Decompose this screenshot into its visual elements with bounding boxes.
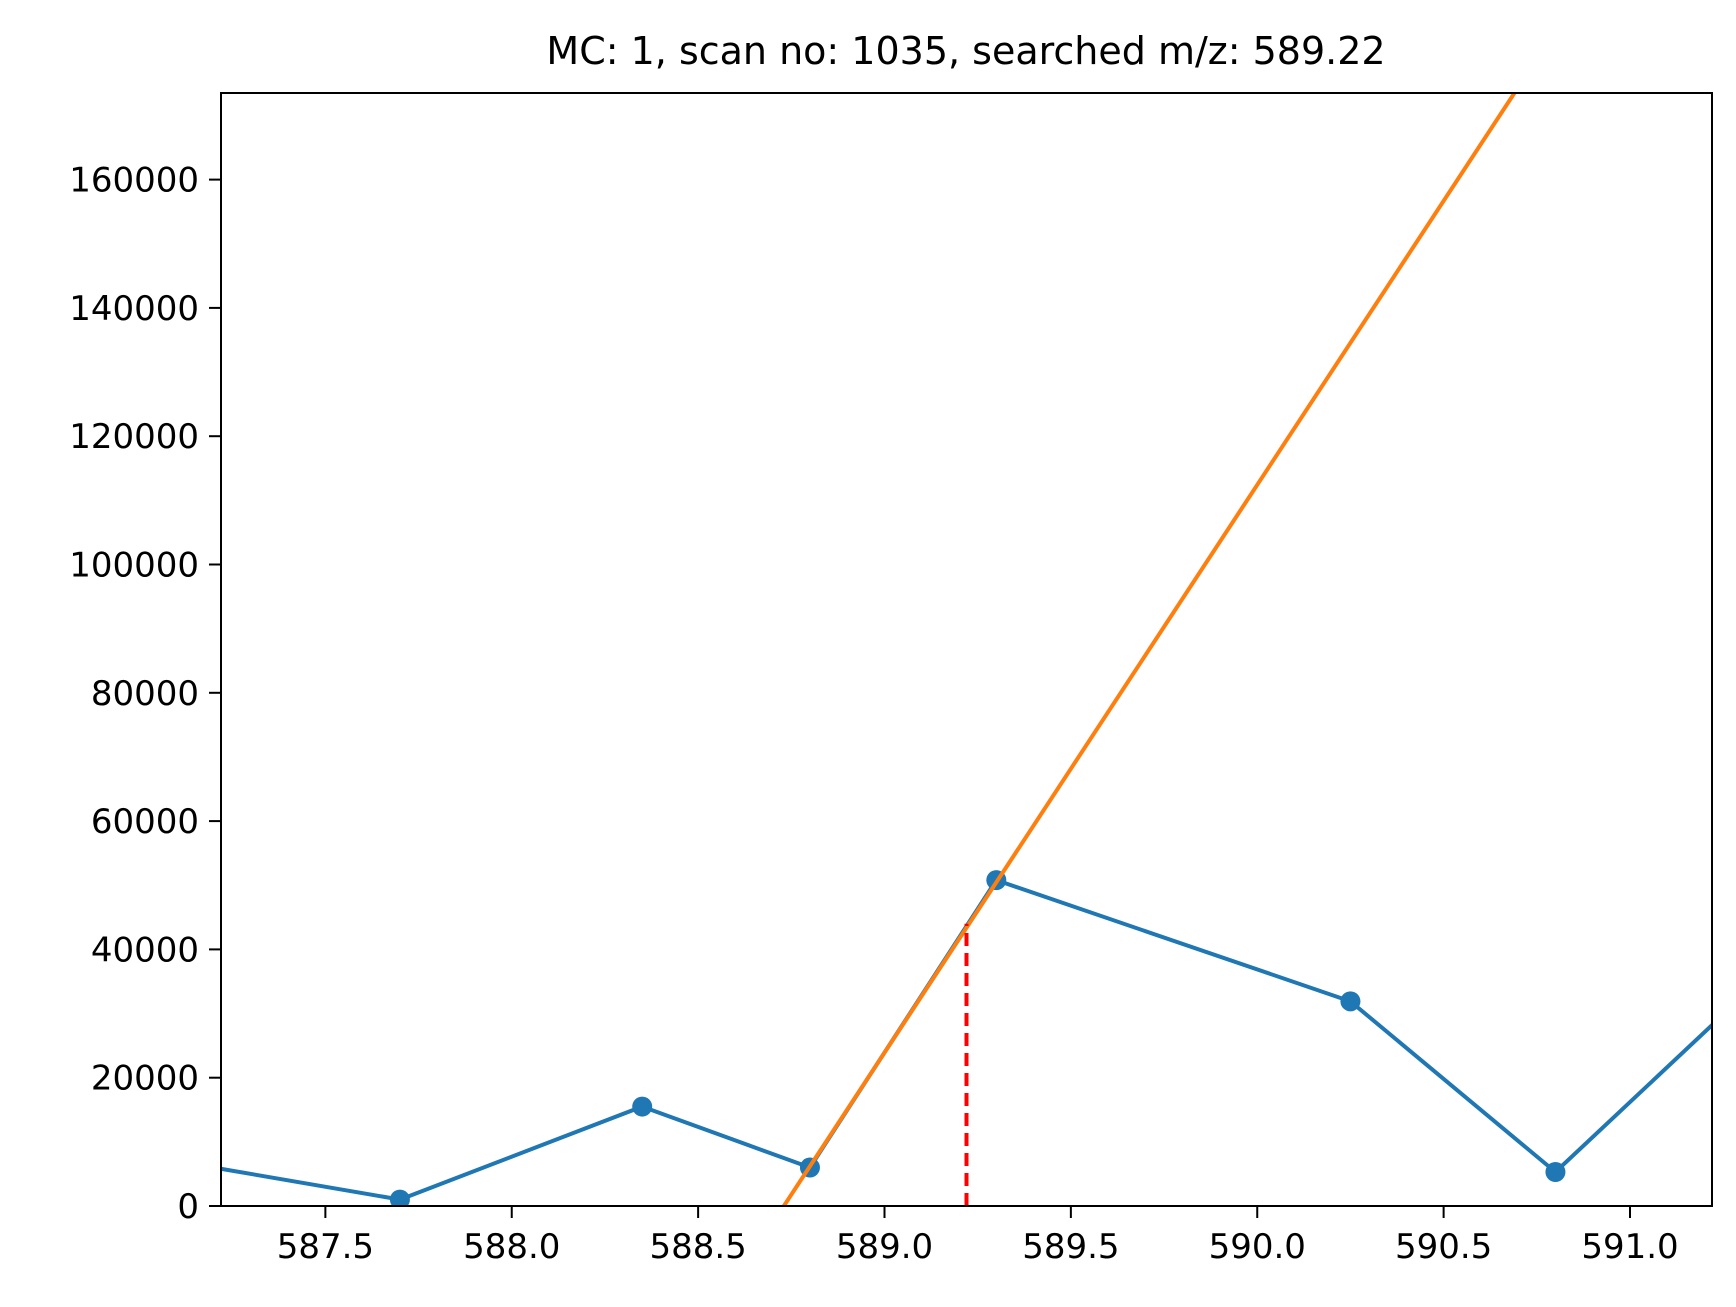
- y-tick-label: 140000: [69, 289, 199, 329]
- y-tick-label: 80000: [91, 674, 199, 714]
- x-tick-label: 589.5: [1022, 1227, 1119, 1267]
- series-line-0: [221, 878, 1712, 1202]
- data-point: [632, 1096, 653, 1117]
- x-tick-label: 587.5: [277, 1227, 374, 1267]
- data-point: [1545, 1162, 1566, 1183]
- x-tick-label: 588.5: [649, 1227, 746, 1267]
- y-tick-label: 60000: [91, 802, 199, 842]
- y-tick-label: 40000: [91, 930, 199, 970]
- chart-title: MC: 1, scan no: 1035, searched m/z: 589.…: [546, 29, 1385, 73]
- series-line-1: [781, 93, 1517, 1206]
- data-point: [1340, 991, 1361, 1012]
- y-tick-label: 20000: [91, 1059, 199, 1099]
- x-tick-label: 590.5: [1395, 1227, 1492, 1267]
- x-tick-label: 589.0: [836, 1227, 933, 1267]
- y-tick-label: 100000: [69, 546, 199, 586]
- y-tick-label: 0: [177, 1187, 199, 1227]
- plot-area: [129, 93, 1712, 1206]
- x-tick-label: 588.0: [463, 1227, 560, 1267]
- x-tick-label: 591.0: [1581, 1227, 1678, 1267]
- data-point: [129, 1145, 149, 1165]
- x-tick-label: 590.0: [1209, 1227, 1306, 1267]
- y-tick-label: 120000: [69, 417, 199, 457]
- y-axis: 0 20000 40000 60000 80000 100000 120000 140000 1…: [69, 161, 221, 1227]
- plot-frame: [220, 92, 1713, 1207]
- data-point: [389, 1189, 410, 1206]
- y-tick-label: 160000: [69, 161, 199, 201]
- x-axis: 587.5 588.0 588.5 589.0 589.5 590.0 590.5 591.0: [277, 1206, 1679, 1267]
